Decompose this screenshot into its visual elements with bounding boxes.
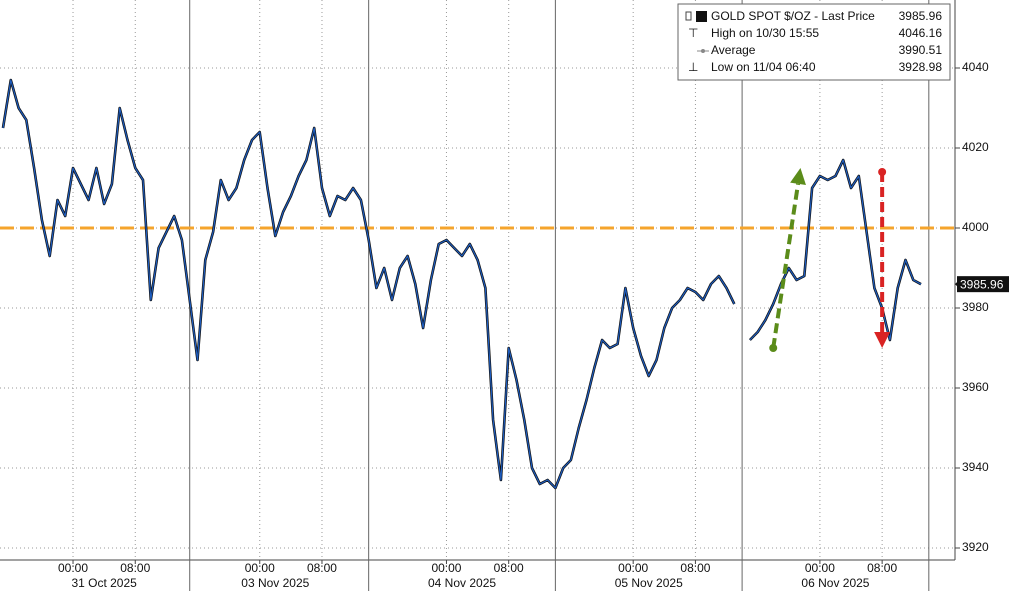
y-tick-label: 3940 — [962, 460, 989, 474]
y-tick-label: 3920 — [962, 540, 989, 554]
legend-high: 4046.16 — [899, 26, 943, 40]
legend-box — [677, 3, 951, 81]
legend-icon — [701, 49, 705, 53]
legend-series: GOLD SPOT $/OZ - Last Price — [711, 9, 875, 23]
day-label: 31 Oct 2025 — [71, 576, 137, 590]
day-label: 03 Nov 2025 — [241, 576, 309, 590]
x-tick-label: 08:00 — [120, 561, 150, 575]
legend-icon: ⊥ — [688, 60, 698, 74]
y-tick-label: 4040 — [962, 60, 989, 74]
legend-average: 3990.51 — [899, 43, 943, 57]
x-tick-label: 08:00 — [307, 561, 337, 575]
x-tick-label: 00:00 — [805, 561, 835, 575]
legend-swatch — [696, 11, 707, 22]
arrow-start — [769, 344, 778, 352]
price-line — [2, 79, 922, 489]
arrow-start — [878, 168, 887, 176]
legend-icon: ⊤ — [688, 26, 698, 40]
legend: GOLD SPOT $/OZ - Last Price 3985.96 ⊤ Hi… — [677, 3, 951, 81]
day-label: 05 Nov 2025 — [615, 576, 683, 590]
x-tick-label: 00:00 — [245, 561, 275, 575]
y-tick-label: 3980 — [962, 300, 989, 314]
y-tick-label: 4000 — [962, 220, 989, 234]
y-tick-label: 4020 — [962, 140, 989, 154]
x-tick-label: 08:00 — [867, 561, 897, 575]
day-label: 04 Nov 2025 — [428, 576, 496, 590]
x-tick-label: 00:00 — [618, 561, 648, 575]
legend-high-label: High on 10/30 15:55 — [711, 26, 819, 40]
last-price-pointer — [955, 280, 959, 289]
arrow-head — [874, 332, 891, 348]
legend-low: 3928.98 — [899, 60, 943, 74]
legend-low-label: Low on 11/04 06:40 — [711, 60, 816, 74]
arrow-head — [790, 168, 806, 186]
x-tick-label: 00:00 — [58, 561, 88, 575]
legend-last: 3985.96 — [899, 9, 943, 23]
y-tick-label: 3960 — [962, 380, 989, 394]
x-tick-label: 08:00 — [494, 561, 524, 575]
day-label: 06 Nov 2025 — [801, 576, 869, 590]
x-tick-label: 00:00 — [431, 561, 461, 575]
legend-icon — [685, 11, 692, 21]
arrow-shaft — [771, 183, 801, 349]
last-price-tag — [957, 276, 1009, 293]
last-price-label: 3985.96 — [960, 277, 1004, 291]
legend-average-label: Average — [711, 43, 756, 57]
x-tick-label: 08:00 — [680, 561, 710, 575]
